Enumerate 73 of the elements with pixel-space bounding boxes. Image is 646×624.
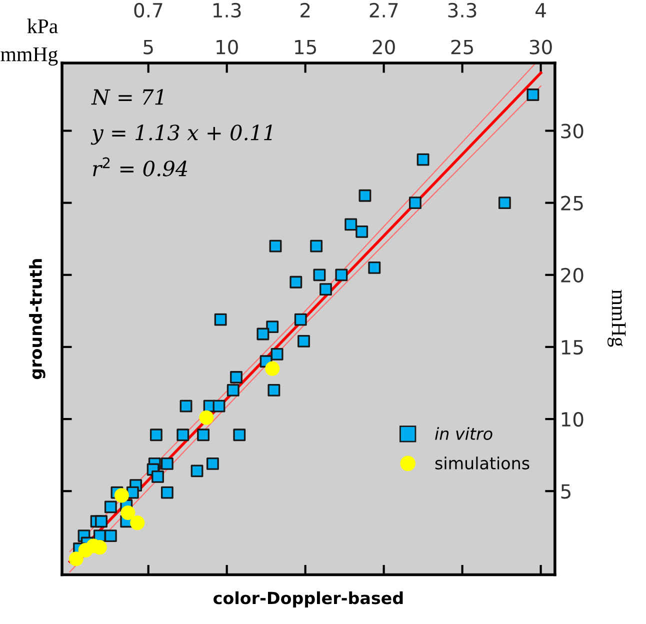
point xyxy=(344,218,358,231)
point xyxy=(256,328,270,340)
annotation: r$^{2}$ = 0.94 xyxy=(93,157,188,176)
point xyxy=(230,371,242,384)
point xyxy=(214,313,227,326)
point xyxy=(368,261,381,274)
point xyxy=(68,552,84,566)
x2-tick-label: 1.3 xyxy=(214,2,241,18)
point xyxy=(268,384,280,396)
point xyxy=(152,470,164,483)
legend-label: simulations xyxy=(435,456,530,470)
y-tick-label: 20 xyxy=(561,268,584,283)
point xyxy=(313,268,326,282)
y-tick-label: 10 xyxy=(562,412,584,427)
point xyxy=(265,361,280,376)
point xyxy=(269,240,282,252)
point xyxy=(130,516,145,530)
point xyxy=(199,410,214,425)
point xyxy=(356,225,368,238)
point xyxy=(197,428,210,442)
point xyxy=(180,400,192,412)
x2-tick-label: 2.7 xyxy=(370,2,398,18)
point xyxy=(290,276,302,288)
point xyxy=(160,486,174,499)
x-tick-label: 5 xyxy=(144,40,153,54)
point xyxy=(150,428,162,442)
point xyxy=(335,268,348,282)
point xyxy=(114,488,129,503)
point xyxy=(270,348,284,360)
point xyxy=(226,384,240,396)
y-axis-title: ground-truth xyxy=(29,259,46,380)
x2-tick-label: 0.7 xyxy=(134,2,162,18)
point xyxy=(294,313,307,326)
annotation: y = 1.13 x + 0.11 xyxy=(90,124,272,145)
text: mmHg xyxy=(0,47,58,66)
point xyxy=(310,240,323,252)
point xyxy=(233,428,246,442)
point xyxy=(126,486,139,499)
x-tick-label: 15 xyxy=(295,40,316,54)
x-axis-title: color-Doppler-based xyxy=(214,591,403,608)
x2-tick-label: 3.3 xyxy=(448,2,476,18)
text: mmHg xyxy=(607,290,626,347)
x2-axis-title: kPa xyxy=(27,18,58,34)
point xyxy=(160,458,174,470)
point xyxy=(212,400,226,412)
annotation: N = 71 xyxy=(91,89,163,105)
point xyxy=(95,515,108,528)
point xyxy=(526,88,540,101)
point xyxy=(120,505,136,520)
point xyxy=(498,196,511,210)
point xyxy=(206,458,219,470)
x-tick-label: 25 xyxy=(451,40,473,54)
point xyxy=(104,530,117,542)
point xyxy=(408,196,422,210)
y-tick-label: 15 xyxy=(562,340,583,355)
x2-tick-label: 4 xyxy=(536,3,546,18)
point xyxy=(176,428,190,442)
x2-tick-label: 2 xyxy=(300,2,310,18)
point xyxy=(320,283,332,296)
point xyxy=(416,153,430,166)
y-tick-label: 30 xyxy=(561,124,584,138)
point xyxy=(358,189,372,202)
y-tick-label: 5 xyxy=(561,484,570,499)
point xyxy=(298,334,310,348)
point xyxy=(190,464,204,478)
x-tick-label: 10 xyxy=(216,40,238,54)
y-tick-label: 25 xyxy=(561,196,583,210)
x-tick-label: 30 xyxy=(530,40,552,54)
point xyxy=(266,320,279,334)
point xyxy=(78,542,93,558)
point xyxy=(104,500,117,514)
x-tick-label: 20 xyxy=(372,40,395,54)
legend-label: in vitro xyxy=(435,427,492,440)
